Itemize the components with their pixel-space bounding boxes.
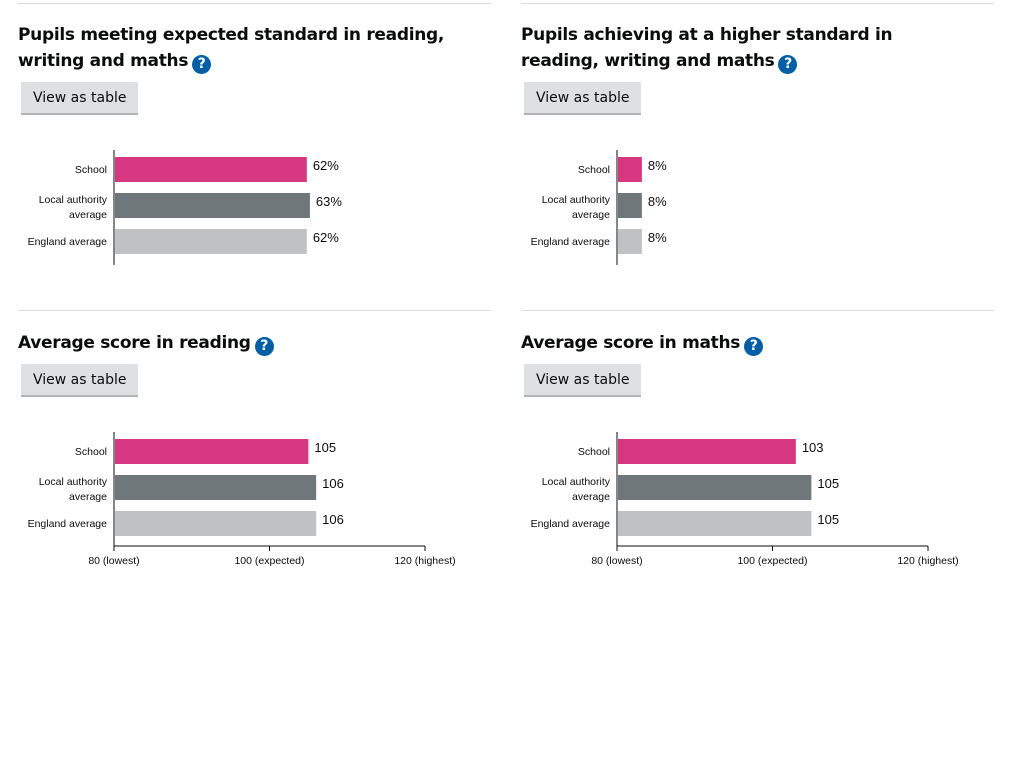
bar-0 — [618, 157, 642, 182]
chart-reading-score: 105 School 106 Local authority average 106 Eng… — [28, 432, 456, 567]
question-circle-icon[interactable]: ? — [744, 337, 764, 356]
bar-2 — [115, 511, 317, 536]
category-label: School — [578, 446, 610, 458]
view-as-table-button[interactable]: View as table — [21, 82, 139, 115]
category-label: England average — [28, 236, 108, 248]
chart-maths-score: 103 School 105 Local authority average 105 Eng… — [531, 432, 959, 567]
category-label: Local authority average — [39, 476, 108, 503]
bar-1 — [115, 193, 310, 218]
category-label: Local authority average — [39, 194, 108, 221]
view-as-table-button[interactable]: View as table — [21, 364, 139, 397]
category-label: School — [578, 164, 610, 176]
value-label: 63% — [316, 194, 342, 209]
section-title: Pupils achieving at a higher standard in… — [521, 22, 951, 74]
category-label: Local authority average — [542, 476, 611, 503]
title-text: Average score in reading — [18, 333, 251, 353]
value-label: 105 — [817, 512, 839, 527]
bar-1 — [618, 475, 812, 500]
bar-0 — [115, 157, 307, 182]
bar-2 — [618, 511, 812, 536]
value-label: 106 — [322, 512, 344, 527]
x-tick-label: 100 (expected) — [234, 555, 304, 567]
category-label: England average — [28, 518, 108, 530]
title-text: Average score in maths — [521, 333, 741, 353]
value-label: 103 — [802, 440, 824, 455]
value-label: 106 — [322, 476, 344, 491]
view-as-table-button[interactable]: View as table — [524, 364, 642, 397]
bar-0 — [618, 439, 796, 464]
category-label: England average — [531, 518, 611, 530]
divider — [18, 310, 491, 311]
bar-2 — [115, 229, 307, 254]
bar-2 — [618, 229, 642, 254]
section-title: Average score in reading? — [18, 330, 488, 356]
bar-1 — [115, 475, 317, 500]
title-text: Pupils achieving at a higher standard in… — [521, 25, 893, 71]
question-circle-icon[interactable]: ? — [254, 337, 274, 356]
x-tick-label: 120 (highest) — [897, 555, 958, 567]
x-tick-label: 80 (lowest) — [88, 555, 139, 567]
value-label: 105 — [817, 476, 839, 491]
category-label: Local authority average — [542, 194, 611, 221]
value-label: 62% — [313, 230, 339, 245]
bar-1 — [618, 193, 642, 218]
category-label: England average — [531, 236, 611, 248]
x-tick-label: 100 (expected) — [737, 555, 807, 567]
divider — [521, 3, 994, 4]
bar-0 — [115, 439, 309, 464]
question-circle-icon[interactable]: ? — [778, 55, 798, 74]
category-label: School — [75, 164, 107, 176]
view-as-table-button[interactable]: View as table — [524, 82, 642, 115]
value-label: 62% — [313, 158, 339, 173]
title-text: Pupils meeting expected standard in read… — [18, 25, 445, 71]
x-tick-label: 120 (highest) — [394, 555, 455, 567]
divider — [18, 3, 491, 4]
value-label: 8% — [648, 230, 667, 245]
section-title: Pupils meeting expected standard in read… — [18, 22, 488, 74]
value-label: 8% — [648, 194, 667, 209]
value-label: 105 — [314, 440, 336, 455]
question-circle-icon[interactable]: ? — [192, 55, 212, 74]
chart-expected-standard: 62% School 63% Local authority average 62% Eng… — [28, 150, 342, 265]
chart-higher-standard: 8% School 8% Local authority average 8% Englan… — [531, 150, 667, 265]
divider — [521, 310, 994, 311]
category-label: School — [75, 446, 107, 458]
section-title: Average score in maths? — [521, 330, 991, 356]
x-tick-label: 80 (lowest) — [591, 555, 642, 567]
value-label: 8% — [648, 158, 667, 173]
